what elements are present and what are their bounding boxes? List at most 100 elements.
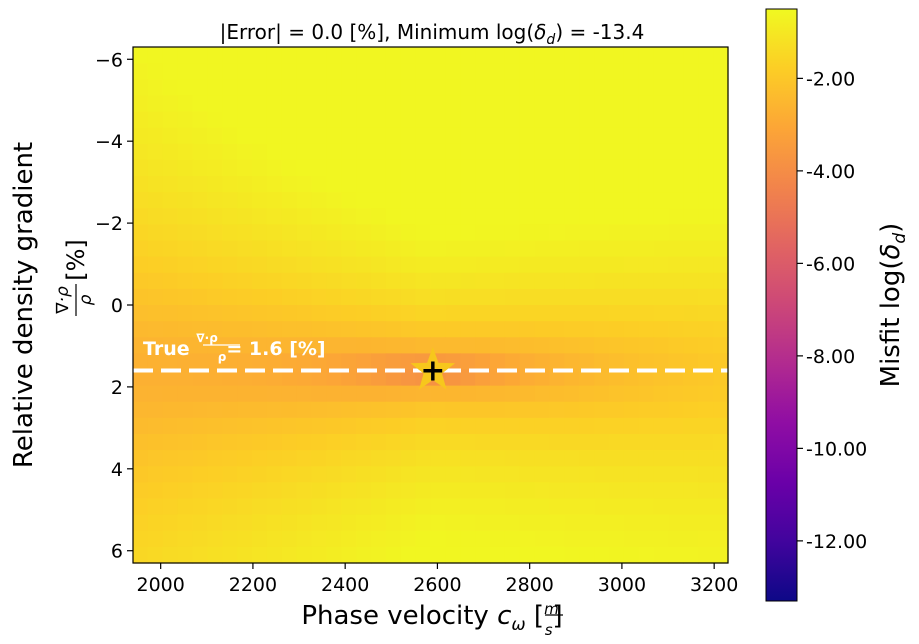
- heatmap-cell: [609, 450, 625, 467]
- heatmap-cell: [266, 288, 283, 306]
- heatmap-cell: [445, 514, 461, 532]
- heatmap-cell: [698, 63, 714, 80]
- heatmap-cell: [341, 159, 357, 177]
- heatmap-cell: [356, 434, 372, 451]
- heatmap-cell: [579, 353, 595, 371]
- heatmap-cell: [698, 288, 714, 306]
- heatmap-cell: [594, 192, 610, 209]
- heatmap-cell: [222, 450, 238, 467]
- heatmap-cell: [713, 192, 729, 209]
- heatmap-cell: [460, 369, 476, 387]
- heatmap-cell: [475, 176, 491, 193]
- heatmap-cell: [341, 143, 357, 161]
- heatmap-cell: [133, 159, 149, 177]
- heatmap-cell: [549, 498, 565, 516]
- heatmap-cell: [237, 401, 253, 419]
- heatmap-cell: [490, 288, 506, 306]
- heatmap-cell: [564, 192, 580, 209]
- heatmap-cell: [460, 385, 476, 403]
- heatmap-cell: [192, 498, 208, 516]
- heatmap-cell: [162, 385, 179, 403]
- colorbar-tick-label: -6.00: [806, 253, 855, 275]
- heatmap-cell: [341, 514, 357, 532]
- heatmap-cell: [519, 95, 536, 113]
- heatmap-cell: [579, 305, 595, 322]
- heatmap-cell: [504, 256, 521, 274]
- heatmap-cell: [564, 143, 580, 161]
- heatmap-cell: [698, 208, 714, 225]
- heatmap-cell: [579, 95, 595, 113]
- heatmap-cell: [266, 256, 283, 274]
- heatmap-cell: [549, 95, 565, 113]
- heatmap-cell: [385, 143, 402, 161]
- heatmap-cell: [281, 385, 298, 403]
- heatmap-cell: [222, 111, 238, 129]
- heatmap-cell: [609, 256, 625, 274]
- heatmap-cell: [445, 385, 461, 403]
- heatmap-cell: [326, 143, 342, 161]
- heatmap-cell: [490, 143, 506, 161]
- heatmap-cell: [683, 176, 699, 193]
- heatmap-cell: [385, 288, 402, 306]
- heatmap-cell: [237, 159, 253, 177]
- heatmap-cell: [147, 498, 164, 516]
- heatmap-cell: [133, 111, 149, 129]
- heatmap-cell: [400, 288, 417, 306]
- heatmap-cell: [504, 417, 521, 435]
- heatmap-cell: [638, 450, 655, 467]
- heatmap-cell: [162, 482, 179, 500]
- heatmap-cell: [385, 385, 402, 403]
- heatmap-cell: [400, 240, 417, 258]
- heatmap-cell: [504, 240, 521, 258]
- heatmap-cell: [385, 546, 402, 564]
- heatmap-cell: [594, 159, 610, 177]
- heatmap-cell: [311, 272, 327, 290]
- heatmap-cell: [415, 417, 432, 435]
- heatmap-cell: [207, 321, 223, 338]
- heatmap-cell: [564, 434, 580, 451]
- heatmap-cell: [609, 95, 625, 113]
- heatmap-cell: [594, 385, 610, 403]
- heatmap-cell: [460, 305, 476, 322]
- heatmap-cell: [207, 385, 223, 403]
- heatmap-cell: [311, 482, 327, 500]
- heatmap-cell: [207, 514, 223, 532]
- heatmap-cell: [475, 450, 491, 467]
- heatmap-cell: [519, 353, 536, 371]
- heatmap-cell: [549, 176, 565, 193]
- true-value-star-marker: [410, 347, 456, 390]
- heatmap-cell: [475, 224, 491, 242]
- heatmap-cell: [147, 176, 164, 193]
- heatmap-cell: [504, 224, 521, 242]
- heatmap-cell: [609, 385, 625, 403]
- heatmap-cell: [177, 466, 194, 483]
- heatmap-cell: [430, 498, 446, 516]
- heatmap-cell: [281, 401, 298, 419]
- heatmap-cell: [281, 450, 298, 467]
- heatmap-cell: [534, 95, 551, 113]
- heatmap-cell: [296, 63, 313, 80]
- heatmap-cell: [281, 256, 298, 274]
- heatmap-cell: [252, 288, 268, 306]
- heatmap-cell: [266, 450, 283, 467]
- heatmap-cell: [579, 127, 595, 145]
- heatmap-cell: [281, 369, 298, 387]
- heatmap-cell: [713, 47, 729, 64]
- heatmap-cell: [385, 111, 402, 129]
- heatmap-cell: [162, 224, 179, 242]
- heatmap-cell: [133, 47, 149, 64]
- heatmap-cell: [445, 63, 461, 80]
- heatmap-cell: [356, 127, 372, 145]
- heatmap-cell: [698, 111, 714, 129]
- colorbar-tick-label: -4.00: [806, 161, 855, 183]
- heatmap-cell: [609, 208, 625, 225]
- heatmap-cell: [653, 288, 670, 306]
- heatmap-cell: [415, 434, 432, 451]
- heatmap-cell: [207, 498, 223, 516]
- heatmap-cell: [564, 272, 580, 290]
- heatmap-cell: [222, 240, 238, 258]
- heatmap-cell: [475, 546, 491, 564]
- heatmap-cell: [296, 434, 313, 451]
- heatmap-cell: [341, 353, 357, 371]
- heatmap-cell: [296, 159, 313, 177]
